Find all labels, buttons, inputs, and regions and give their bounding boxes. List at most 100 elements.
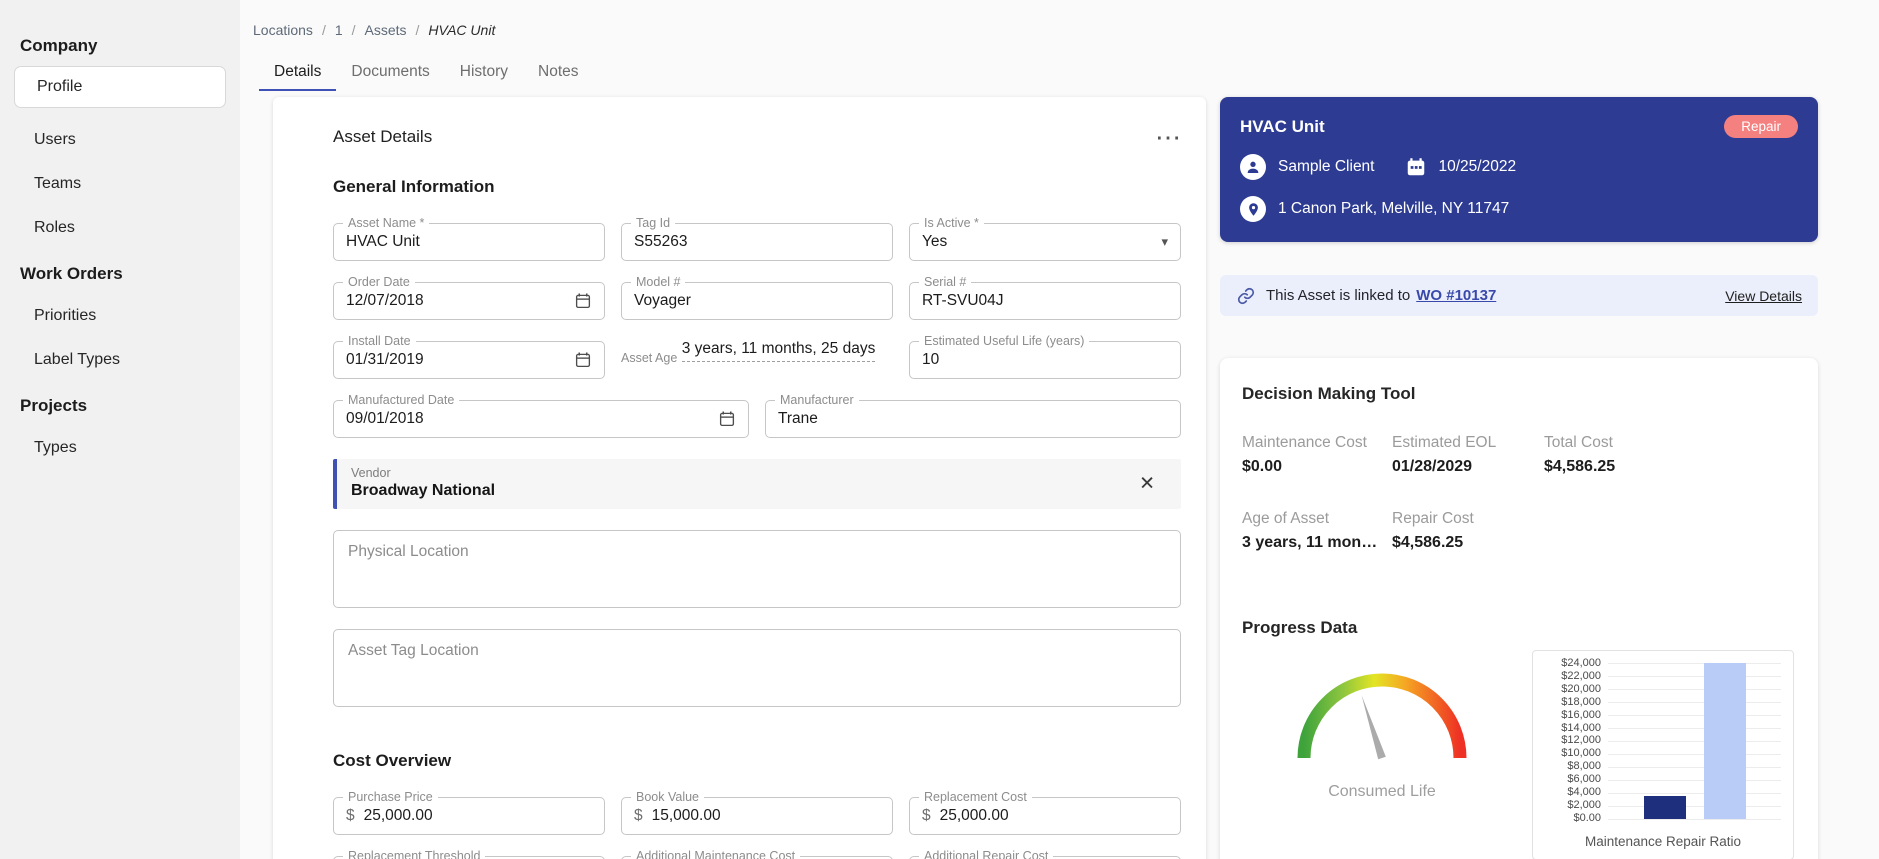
order-date-value: 12/07/2018 [346,292,424,309]
gridline [1608,702,1781,703]
gridline [1608,806,1781,807]
tab-details[interactable]: Details [259,54,337,91]
linked-workorder-bar: This Asset is linked to WO #10137 View De… [1220,275,1818,316]
bar-maintenance [1643,796,1686,819]
replacement-cost-field[interactable]: Replacement Cost $ 25,000.00 [909,790,1181,835]
vendor-chip: Vendor Broadway National ✕ [333,459,1181,509]
status-badge[interactable]: Repair [1724,115,1798,138]
stat-repair-cost: Repair Cost $4,586.25 [1392,510,1544,552]
breadcrumb-separator: / [321,22,326,38]
summary-header: HVAC Unit Repair [1240,115,1798,138]
install-date-field[interactable]: Install Date 01/31/2019 [333,334,605,379]
install-date-label: Install Date [343,334,416,348]
linked-text-prefix: This Asset is linked to [1266,287,1411,304]
tag-id-field[interactable]: Tag Id S55263 [621,216,893,261]
y-axis-tick: $16,000 [1561,708,1601,721]
replacement-threshold-label: Replacement Threshold [343,849,486,859]
stat-value: $4,586.25 [1544,458,1616,475]
stat-value: 01/28/2029 [1392,458,1473,475]
asset-details-card: Asset Details ⋯ General Information Asse… [273,97,1206,859]
model-label: Model # [631,275,686,289]
asset-age-readout: Asset Age 3 years, 11 months, 25 days [621,335,893,367]
manufacturer-field[interactable]: Manufacturer Trane [765,393,1181,438]
breadcrumb-link-assets[interactable]: Assets [364,22,407,38]
sidebar-item-types[interactable]: Types [34,439,77,456]
gridline [1608,663,1781,664]
serial-value: RT-SVU04J [922,292,1004,309]
stat-value: $4,586.25 [1392,534,1464,551]
y-axis-tick: $0.00 [1573,811,1601,824]
asset-name-value: HVAC Unit [346,233,420,250]
gridline [1608,676,1781,677]
right-panel: HVAC Unit Repair Sample Client 10/25/202… [1220,97,1818,859]
breadcrumb-link-locations[interactable]: Locations [253,22,313,38]
breadcrumb-link-location-id[interactable]: 1 [334,22,343,38]
bar-chart-title: Maintenance Repair Ratio [1584,834,1742,849]
replacement-cost-label: Replacement Cost [919,790,1032,804]
manufactured-date-value: 09/01/2018 [346,410,424,427]
manufactured-date-label: Manufactured Date [343,393,460,407]
bar-chart-bars [1608,663,1781,819]
breadcrumb-separator: / [415,22,420,38]
gridline [1608,689,1781,690]
cost-overview-form: Purchase Price $ 25,000.00 Book Value $ … [333,790,1181,859]
sidebar-item-profile[interactable]: Profile [14,66,226,108]
tab-documents[interactable]: Documents [351,63,430,80]
model-field[interactable]: Model # Voyager [621,275,893,320]
bar-chart-plot [1608,663,1781,820]
manufacturer-value: Trane [778,410,818,427]
maintenance-repair-chart: $24,000 $22,000 $20,000 $18,000 $16,000 $14,0… [1532,650,1794,859]
asset-details-header: Asset Details ⋯ [333,122,1181,152]
summary-client-row: Sample Client 10/25/2022 [1240,154,1798,180]
general-information-heading: General Information [333,177,495,196]
summary-address-row: 1 Canon Park, Melville, NY 11747 [1240,196,1798,222]
content-row: Asset Details ⋯ General Information Asse… [273,97,1879,859]
calendar-icon[interactable] [718,410,736,428]
stat-label: Age of Asset [1242,510,1330,527]
link-icon [1236,286,1256,306]
decision-progress-card: Decision Making Tool Maintenance Cost $0… [1220,358,1818,859]
book-value-field[interactable]: Book Value $ 15,000.00 [621,790,893,835]
order-date-field[interactable]: Order Date 12/07/2018 [333,275,605,320]
serial-label: Serial # [919,275,972,289]
sidebar-item-priorities[interactable]: Priorities [34,307,97,324]
tag-id-label: Tag Id [631,216,676,230]
sidebar-item-users[interactable]: Users [34,131,76,148]
gridline [1608,793,1781,794]
serial-field[interactable]: Serial # RT-SVU04J [909,275,1181,320]
sidebar-item-teams[interactable]: Teams [34,175,82,192]
tab-notes[interactable]: Notes [538,63,579,80]
vendor-clear-icon[interactable]: ✕ [1139,473,1155,495]
asset-age-label: Asset Age [621,351,678,365]
model-value: Voyager [634,292,691,309]
currency-prefix: $ [346,807,355,824]
tab-bar: Details Documents History Notes [259,54,1879,91]
y-axis-tick: $22,000 [1561,669,1601,682]
location-pin-icon [1240,196,1266,222]
workorder-link[interactable]: WO #10137 [1416,287,1497,304]
sidebar-item-label-types[interactable]: Label Types [34,351,120,368]
tab-history[interactable]: History [459,63,509,80]
asset-tag-location-input[interactable] [333,629,1181,707]
sidebar-heading-company: Company [20,36,98,55]
view-details-link[interactable]: View Details [1725,287,1802,304]
summary-title: HVAC Unit [1240,116,1325,136]
y-axis-tick: $12,000 [1561,734,1601,747]
asset-name-field[interactable]: Asset Name * HVAC Unit [333,216,605,261]
y-axis-tick: $8,000 [1567,760,1601,773]
stat-label: Repair Cost [1392,510,1474,527]
manufactured-date-field[interactable]: Manufactured Date 09/01/2018 [333,393,749,438]
is-active-value: Yes [922,233,948,250]
calendar-icon[interactable] [574,292,592,310]
calendar-icon[interactable] [574,351,592,369]
useful-life-field[interactable]: Estimated Useful Life (years) 10 [909,334,1181,379]
is-active-select[interactable]: Is Active * Yes ▾ [909,216,1181,261]
client-name: Sample Client [1278,158,1375,175]
more-options-icon[interactable]: ⋯ [1155,122,1181,152]
sidebar-item-roles[interactable]: Roles [34,219,75,236]
install-date-value: 01/31/2019 [346,351,424,368]
vendor-label: Vendor [351,466,391,480]
bar-repair [1703,663,1746,819]
physical-location-input[interactable] [333,530,1181,608]
purchase-price-field[interactable]: Purchase Price $ 25,000.00 [333,790,605,835]
